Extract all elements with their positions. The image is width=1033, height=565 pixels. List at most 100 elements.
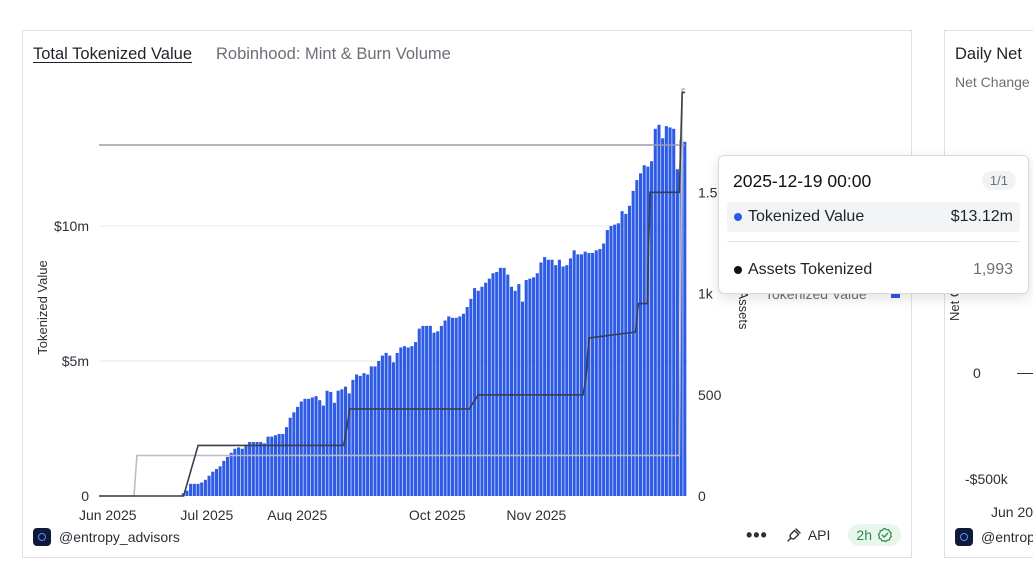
bar <box>399 347 403 496</box>
bar <box>635 180 639 496</box>
bar <box>321 405 325 496</box>
author-handle[interactable]: @entropy_advisors <box>59 529 180 545</box>
bar <box>225 456 230 496</box>
bar <box>454 317 458 496</box>
y-tick-label: $5m <box>62 353 89 369</box>
bar <box>281 433 285 496</box>
bar <box>203 479 207 496</box>
bar <box>196 483 200 496</box>
bar <box>675 169 679 497</box>
bar <box>602 243 606 496</box>
bar <box>336 390 340 496</box>
bar <box>561 266 565 496</box>
bar <box>683 141 687 496</box>
y-tick-label: 0 <box>81 488 89 504</box>
bar <box>192 483 196 496</box>
bar <box>255 442 259 496</box>
assets-tokenized-line <box>99 91 686 497</box>
bar <box>539 262 543 496</box>
x-tick-label: Jun 2025 <box>79 507 137 521</box>
bar <box>668 127 672 496</box>
bar <box>495 271 499 496</box>
bar <box>587 253 591 496</box>
footer-author: @entropy_advisors <box>33 528 180 546</box>
bar <box>207 475 211 496</box>
bar <box>550 259 554 496</box>
bar <box>417 328 421 496</box>
tab-total-tokenized-value[interactable]: Total Tokenized Value <box>33 45 192 63</box>
bar <box>620 211 624 496</box>
bar <box>535 273 539 496</box>
api-button[interactable]: API <box>786 527 830 543</box>
footer-actions: ••• API 2h <box>746 524 901 546</box>
bar <box>395 352 399 496</box>
bar <box>355 374 359 496</box>
bar <box>421 325 425 496</box>
bar <box>373 366 377 496</box>
bar <box>332 402 336 496</box>
bar <box>568 258 573 496</box>
secondary-author-handle[interactable]: @entrop <box>981 529 1033 545</box>
bar <box>377 361 381 496</box>
bar <box>498 267 502 496</box>
bar <box>509 286 514 496</box>
bar <box>532 277 536 496</box>
bar <box>369 366 373 496</box>
bar <box>491 273 495 496</box>
bar <box>384 352 388 496</box>
y-tick-label: $10m <box>54 218 89 234</box>
bar <box>642 165 646 496</box>
bar <box>517 284 521 496</box>
bar <box>613 224 617 496</box>
bar <box>605 230 609 497</box>
tab-mint-burn-volume[interactable]: Robinhood: Mint & Burn Volume <box>216 45 451 63</box>
bar <box>284 427 289 496</box>
chart-panel: Total Tokenized Value Robinhood: Mint & … <box>22 30 912 558</box>
bar <box>436 331 440 496</box>
bar <box>458 316 462 496</box>
bar <box>270 436 274 496</box>
bar <box>237 447 241 496</box>
y2-axis-label: Assets <box>736 290 751 330</box>
bar <box>402 346 407 496</box>
freshness-badge[interactable]: 2h <box>848 524 901 546</box>
bar <box>414 342 418 496</box>
bar <box>233 448 237 496</box>
bar <box>362 373 366 496</box>
bar <box>469 298 473 496</box>
tooltip-row-label: Tokenized Value <box>748 208 865 225</box>
bar <box>266 436 270 496</box>
secondary-footer-author: @entrop <box>955 528 1033 546</box>
y2-tick-label: 0 <box>698 488 706 504</box>
y2-tick-label: 1k <box>698 286 714 302</box>
bar <box>439 325 443 496</box>
bar <box>329 392 333 496</box>
secondary-zero-line <box>1017 373 1033 374</box>
more-options-button[interactable]: ••• <box>745 524 768 545</box>
bar <box>351 379 355 496</box>
check-badge-icon <box>877 527 893 543</box>
series-color-dot <box>734 213 742 221</box>
bar <box>428 325 432 496</box>
bar <box>513 290 517 496</box>
bar <box>259 442 263 496</box>
secondary-y-tick-negative: -$500k <box>965 471 1008 487</box>
bar <box>487 278 491 496</box>
tooltip-row-value: $13.12m <box>950 208 1013 225</box>
bar <box>189 483 193 496</box>
series-color-dot <box>734 266 742 274</box>
bar <box>288 417 292 496</box>
bar <box>594 250 598 496</box>
bar <box>251 442 255 496</box>
bar <box>447 316 451 496</box>
bar <box>318 400 322 496</box>
x-tick-label: Aug 2025 <box>267 507 327 521</box>
secondary-chart-title[interactable]: Daily Net <box>955 45 1022 63</box>
tooltip-row-assets-tokenized: Assets Tokenized 1,993 <box>727 255 1020 285</box>
bar <box>650 161 654 496</box>
bar <box>366 374 370 496</box>
bar <box>425 325 429 496</box>
bar <box>664 126 668 496</box>
tooltip-row-tokenized-value: Tokenized Value $13.12m <box>727 202 1020 232</box>
bar <box>358 375 362 496</box>
